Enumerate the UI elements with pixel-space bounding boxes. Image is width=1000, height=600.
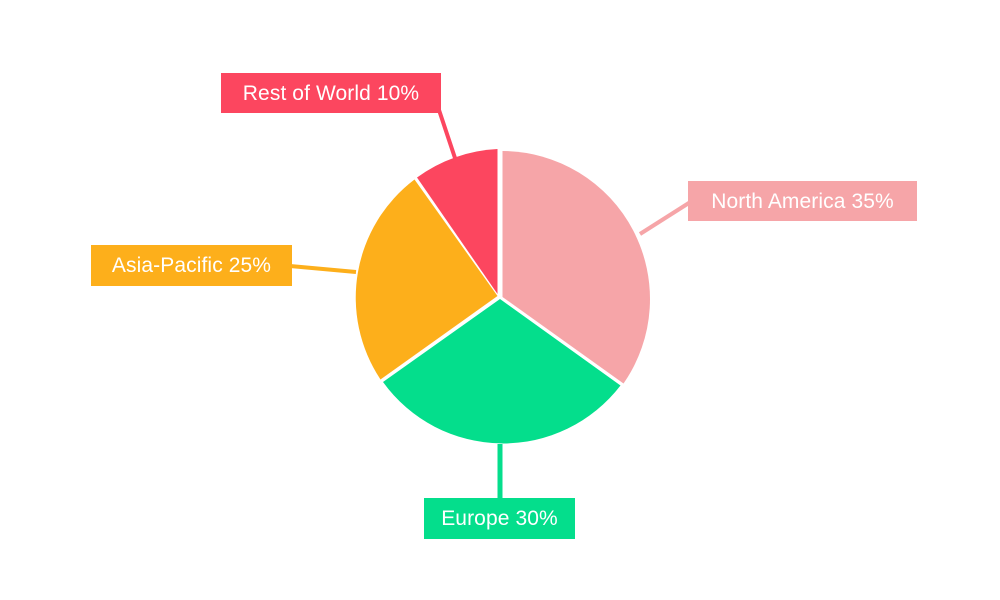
pie-label-asia-pacific: Asia-Pacific 25% xyxy=(91,245,292,286)
leader-line-north-america xyxy=(638,199,694,236)
leader-lines xyxy=(289,109,694,500)
leader-line-asia-pacific xyxy=(289,264,357,274)
pie-label-rest-of-world: Rest of World 10% xyxy=(221,73,441,113)
pie-slice-rest-of-world[interactable] xyxy=(417,149,498,294)
pie-label-europe: Europe 30% xyxy=(424,498,575,539)
pie-slice-asia-pacific[interactable] xyxy=(355,179,498,380)
pie-slice-north-america[interactable] xyxy=(502,151,650,384)
pie-slices xyxy=(355,149,650,444)
pie-slice-europe[interactable] xyxy=(383,299,621,444)
pie-label-asia-pacific-text: Asia-Pacific 25% xyxy=(111,254,272,277)
pie-label-rest-of-world-text: Rest of World 10% xyxy=(242,81,420,105)
pie-label-europe-text: Europe 30% xyxy=(441,507,558,530)
leader-line-rest-of-world xyxy=(437,109,458,162)
pie-label-north-america-text: North America 35% xyxy=(711,189,894,213)
pie-label-north-america: North America 35% xyxy=(688,181,917,221)
